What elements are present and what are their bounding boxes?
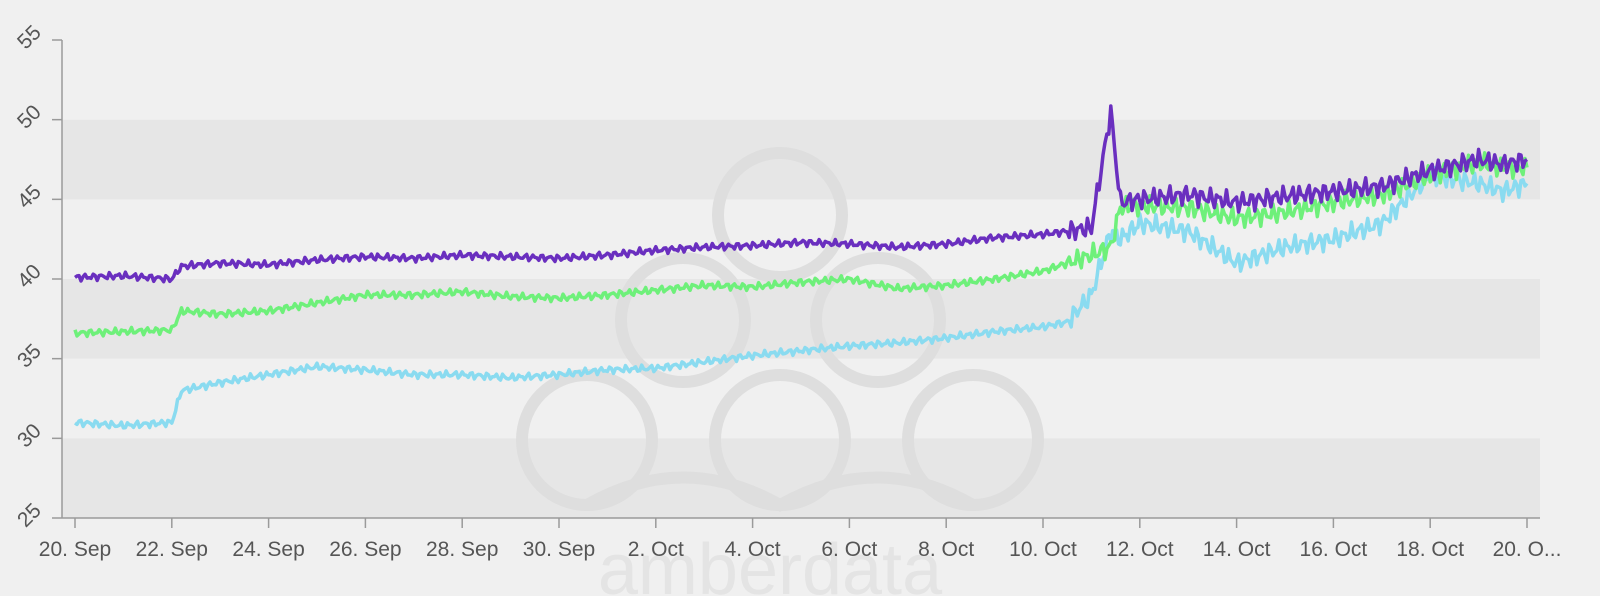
series-line-3 — [73, 165, 1529, 430]
y-axis-labels: 25 30 35 40 45 50 55 — [13, 21, 46, 532]
y-tick-label: 35 — [13, 340, 46, 373]
series-line-1 — [73, 104, 1529, 284]
axes — [52, 39, 1540, 528]
x-tick-label: 2. Oct — [628, 538, 684, 561]
y-tick-label: 50 — [13, 101, 46, 134]
watermark-ring — [584, 471, 977, 512]
x-tick-label: 8. Oct — [918, 538, 974, 561]
y-tick-label: 40 — [13, 260, 46, 293]
y-tick-label: 30 — [13, 419, 46, 452]
x-tick-label: 4. Oct — [725, 538, 781, 561]
x-tick-label: 16. Oct — [1300, 538, 1368, 561]
watermark-ring — [712, 147, 848, 283]
x-tick-label: 30. Sep — [523, 538, 595, 561]
x-tick-label: 26. Sep — [329, 538, 401, 561]
y-tick-label: 25 — [13, 499, 46, 532]
y-tick-label: 55 — [13, 21, 46, 54]
y-tick-label: 45 — [13, 180, 46, 213]
watermark-ring — [810, 252, 946, 388]
x-axis-labels: 20. Sep 22. Sep 24. Sep 26. Sep 28. Sep 30. S… — [39, 538, 1562, 561]
series-lines — [73, 104, 1529, 430]
watermark-text: amberdata — [598, 530, 943, 596]
plot-band — [62, 279, 1540, 359]
x-tick-label: 28. Sep — [426, 538, 498, 561]
x-tick-label: 20. O... — [1493, 538, 1562, 561]
x-tick-label: 24. Sep — [232, 538, 304, 561]
series-line-2 — [73, 151, 1529, 339]
plot-band — [62, 40, 1540, 120]
watermark-ring — [615, 252, 751, 388]
plot-band — [62, 358, 1540, 439]
x-tick-label: 22. Sep — [136, 538, 208, 561]
x-tick-label: 14. Oct — [1203, 538, 1271, 561]
x-tick-label: 20. Sep — [39, 538, 111, 561]
x-tick-label: 18. Oct — [1396, 538, 1464, 561]
x-tick-label: 12. Oct — [1106, 538, 1174, 561]
x-tick-label: 10. Oct — [1009, 538, 1077, 561]
x-tick-label: 6. Oct — [821, 538, 877, 561]
